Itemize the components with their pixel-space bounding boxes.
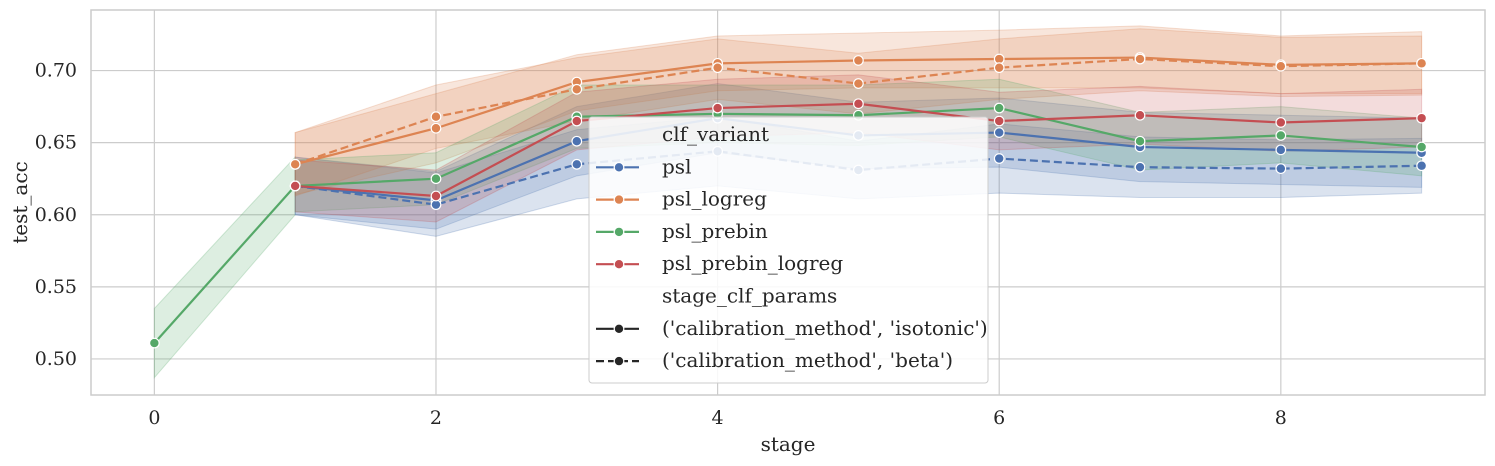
tick-labels: 0 2 4 6 8 0.50 0.55 0.60 0.65 0.70 — [35, 60, 1287, 429]
legend-entry-label: psl_prebin_logreg — [662, 251, 843, 275]
data-point-psl — [1275, 144, 1287, 156]
data-point-psl_logreg — [853, 55, 864, 66]
data-point-psl — [993, 127, 1005, 138]
data-point-psl_prebin_logreg — [712, 102, 723, 114]
data-point-psl_prebin_logreg — [430, 190, 442, 202]
data-point-psl — [571, 135, 583, 147]
data-point-psl_logreg — [571, 83, 583, 95]
x-tick-label: 0 — [148, 407, 160, 429]
data-point-psl_logreg — [430, 122, 442, 134]
data-point-psl_prebin — [993, 102, 1005, 114]
data-point-psl — [1275, 163, 1287, 175]
y-tick-label: 0.65 — [35, 132, 77, 154]
data-point-psl — [993, 153, 1005, 164]
legend-swatch-marker — [613, 161, 625, 173]
data-point-psl_prebin_logreg — [993, 115, 1005, 127]
legend-entry-label: ('calibration_method', 'isotonic') — [662, 316, 988, 340]
series-markers — [148, 52, 1428, 349]
data-point-psl — [1416, 160, 1428, 172]
legend-entry-label: psl_prebin — [662, 219, 768, 243]
legend-style-title: stage_clf_params — [662, 284, 837, 308]
data-point-psl_prebin — [430, 173, 442, 185]
data-point-psl_prebin_logreg — [571, 115, 583, 127]
legend-entry-label: ('calibration_method', 'beta') — [662, 348, 953, 372]
x-tick-label: 2 — [430, 407, 442, 429]
data-point-psl_logreg — [1134, 53, 1146, 65]
data-point-psl_prebin_logreg — [1416, 112, 1428, 124]
x-tick-label: 4 — [712, 407, 724, 429]
y-tick-label: 0.60 — [35, 204, 77, 226]
y-tick-label: 0.70 — [35, 60, 77, 82]
data-point-psl_prebin — [1416, 141, 1428, 153]
legend-entry-label: psl_logreg — [662, 187, 767, 211]
x-tick-label: 6 — [993, 407, 1005, 429]
legend-swatch-marker — [613, 355, 625, 367]
legend-swatch-marker — [613, 226, 625, 238]
legend-swatch-marker — [613, 258, 625, 270]
data-point-psl_logreg — [853, 78, 864, 89]
data-point-psl_prebin_logreg — [289, 180, 301, 192]
confidence-band-psl_prebin-isotonic — [153, 155, 296, 380]
data-point-psl_logreg — [289, 158, 301, 170]
data-point-psl — [1134, 161, 1146, 173]
data-point-psl_prebin_logreg — [853, 98, 864, 110]
data-point-psl_logreg — [430, 111, 442, 123]
y-tick-label: 0.50 — [35, 348, 77, 370]
plot-frame — [90, 9, 1486, 396]
data-point-psl_logreg — [1275, 60, 1287, 72]
data-point-psl_prebin — [1134, 135, 1146, 147]
data-point-psl_prebin_logreg — [1275, 117, 1287, 128]
y-tick-label: 0.55 — [35, 276, 77, 298]
data-point-psl_logreg — [712, 62, 723, 74]
x-axis-label: stage — [761, 432, 816, 456]
legend-hue-title: clf_variant — [662, 122, 769, 146]
x-tick-label: 8 — [1275, 407, 1287, 429]
data-point-psl_logreg — [1416, 57, 1428, 69]
legend-swatch-marker — [613, 323, 625, 335]
legend-entry-label: psl — [662, 154, 691, 178]
series-line-psl_prebin-isotonic — [153, 185, 296, 344]
data-point-psl_prebin_logreg — [1134, 109, 1146, 121]
confidence-band-psl_logreg-isotonic — [294, 25, 1423, 196]
data-point-psl_logreg — [993, 62, 1005, 74]
legend-swatch-marker — [613, 194, 625, 206]
legend-box — [588, 116, 989, 384]
data-point-psl_prebin — [148, 337, 160, 349]
y-axis-label: test_acc — [8, 161, 32, 244]
data-point-psl — [571, 158, 583, 170]
data-point-psl_prebin — [1275, 130, 1287, 141]
